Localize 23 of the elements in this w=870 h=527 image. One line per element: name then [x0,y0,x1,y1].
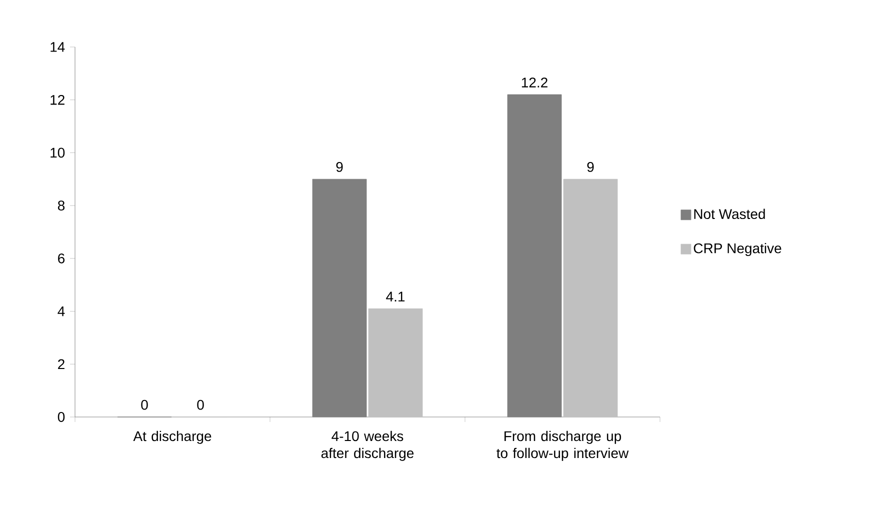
bar [507,94,562,418]
y-tick-label: 6 [58,253,65,264]
y-tick-label: 8 [58,200,65,211]
legend-label: Not Wasted [694,208,765,220]
y-tick-label: 14 [50,42,65,52]
bar [312,178,367,418]
y-tick-label: 2 [58,359,64,370]
x-tick-label: At discharge [133,430,212,444]
data-label: 12.2 [522,78,548,88]
bar [563,178,618,418]
bar [368,308,423,418]
data-label: 9 [336,162,343,172]
legend-label: CRP Negative [694,242,782,256]
data-label: 9 [587,162,594,172]
x-tick-label: From discharge up to follow-up interview [496,430,629,461]
data-label: 4.1 [386,292,405,302]
x-tick-label: 4-10 weeks after discharge [321,430,414,461]
y-tick-label: 10 [50,148,65,158]
y-tick-label: 4 [58,306,65,316]
data-label: 0 [141,400,148,410]
y-tick-label: 12 [50,94,64,105]
y-tick-label: 0 [58,412,65,422]
data-label: 0 [197,400,204,410]
